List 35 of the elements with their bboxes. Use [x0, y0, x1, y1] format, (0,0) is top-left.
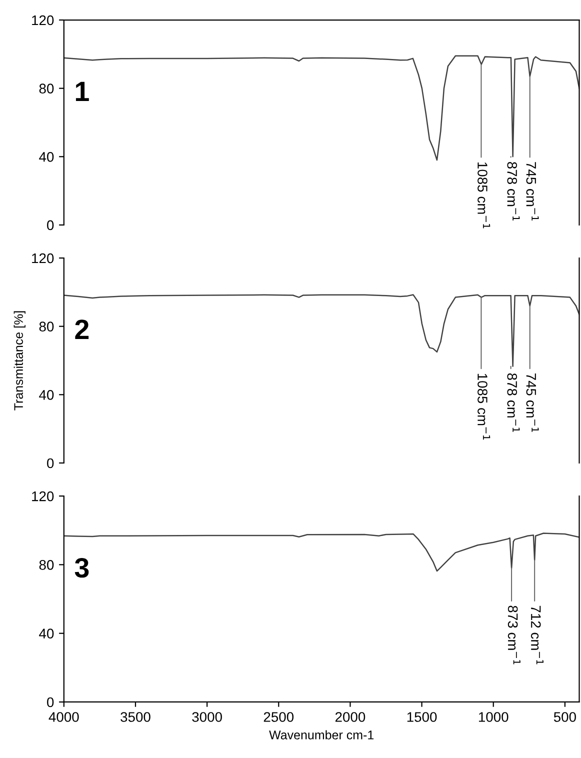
y-tick-label: 120 — [32, 253, 54, 264]
line-series — [64, 294, 580, 367]
x-tick-label: 1500 — [407, 712, 437, 722]
y-tick-label: 0 — [47, 697, 54, 708]
annotation: 2 — [75, 320, 89, 339]
y-tick-label: 120 — [32, 491, 54, 502]
y-tick-label: 120 — [32, 15, 54, 26]
y-tick-label: 40 — [39, 628, 54, 639]
annotation: 878 cm$^{−1}$ — [507, 162, 520, 221]
x-tick-label: 500 — [554, 712, 576, 722]
x-tick-label: 2500 — [264, 712, 294, 722]
x-tick-label: 1000 — [478, 712, 508, 722]
y-tick-label: 40 — [39, 390, 54, 400]
y-tick-label: 0 — [47, 458, 54, 468]
annotation: 712 cm$^{−1}$ — [530, 606, 544, 664]
annotation: 745 cm$^{−1}$ — [526, 162, 539, 221]
y-tick-label: 80 — [39, 322, 54, 332]
x-tick-label: 2000 — [335, 712, 366, 722]
x-tick-label: 4000 — [48, 712, 79, 722]
annotation: 3 — [74, 558, 89, 578]
annotation: 1 — [76, 82, 89, 101]
x-tick-label: 3500 — [120, 712, 150, 722]
y-tick-label: 80 — [39, 560, 54, 570]
annotation: 878 cm$^{−1}$ — [507, 373, 520, 432]
annotation: 873 cm$^{−1}$ — [508, 606, 520, 664]
y-tick-label: 0 — [47, 220, 54, 230]
x-axis-title: Wavenumber cm-1 — [269, 730, 374, 740]
line-series — [64, 55, 580, 161]
x-tick-label: 3000 — [192, 712, 222, 722]
annotation: 1085 cm$^{−1}$ — [478, 162, 490, 228]
annotation: 745 cm$^{−1}$ — [526, 374, 539, 432]
y-tick-label: 40 — [39, 152, 54, 162]
annotation: 1085 cm$^{−1}$ — [478, 374, 490, 440]
y-tick-label: 80 — [39, 84, 54, 94]
y-axis-title: Transmittance [%] — [14, 311, 26, 410]
